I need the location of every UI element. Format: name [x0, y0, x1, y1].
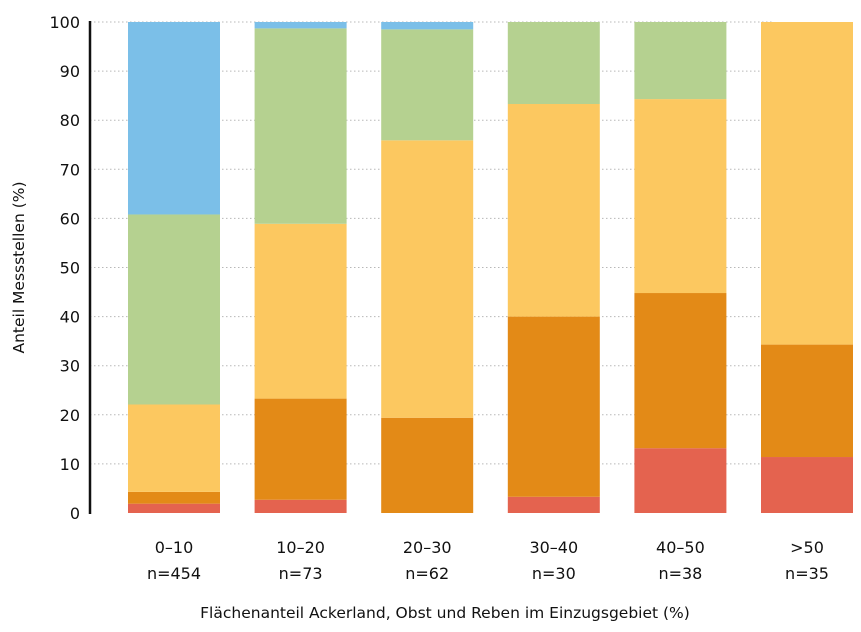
- x-tick-label: 30–40: [529, 538, 578, 557]
- bar-segment: [381, 22, 474, 30]
- bar-segment: [761, 457, 853, 513]
- bar-segment: [128, 22, 220, 215]
- bar-segment: [381, 140, 474, 418]
- y-tick-label: 20: [60, 406, 80, 425]
- bar-segment: [128, 214, 220, 405]
- x-tick-label: 40–50: [656, 538, 705, 557]
- y-tick-label: 90: [60, 62, 80, 81]
- bar-segment: [254, 499, 347, 513]
- bar-segment: [254, 28, 347, 224]
- x-tick-count-label: n=35: [785, 564, 829, 583]
- x-tick-count-label: n=454: [147, 564, 201, 583]
- bar-segment: [128, 404, 220, 492]
- y-tick-label: 0: [70, 504, 80, 523]
- bar-segment: [254, 22, 347, 29]
- bar-segment: [381, 29, 474, 141]
- x-tick-count-label: n=62: [405, 564, 449, 583]
- bar-segment: [507, 22, 600, 104]
- x-tick-count-label: n=38: [658, 564, 702, 583]
- y-tick-label: 50: [60, 259, 80, 278]
- x-tick-label: 0–10: [155, 538, 194, 557]
- y-tick-label: 40: [60, 308, 80, 327]
- bar-segment: [507, 103, 600, 317]
- y-tick-label: 100: [49, 13, 80, 32]
- y-axis-title: Anteil Messstellen (%): [10, 181, 28, 353]
- y-tick-label: 70: [60, 160, 80, 179]
- tick-labels: 0 10 20 30 40 50 60 70 80 90 100 0–10 n=454 10–20 n=73…: [49, 13, 829, 583]
- x-tick-count-label: n=30: [532, 564, 576, 583]
- y-tick-label: 80: [60, 111, 80, 130]
- bar-segment: [254, 398, 347, 500]
- y-tick-label: 60: [60, 209, 80, 228]
- bar-segment: [128, 503, 220, 513]
- bars: [128, 22, 853, 513]
- bar-segment: [634, 293, 727, 449]
- bar-segment: [761, 22, 853, 345]
- x-tick-label: 10–20: [276, 538, 325, 557]
- bar-segment: [634, 22, 727, 100]
- bar-segment: [634, 448, 727, 513]
- bar-segment: [507, 316, 600, 497]
- x-axis-title: Flächenanteil Ackerland, Obst und Reben …: [200, 604, 690, 622]
- bar-segment: [128, 491, 220, 504]
- x-tick-label: >50: [790, 538, 824, 557]
- bar-segment: [634, 99, 727, 294]
- bar-segment: [381, 417, 474, 513]
- bar-segment: [507, 496, 600, 513]
- bar-segment: [761, 344, 853, 458]
- y-tick-label: 30: [60, 357, 80, 376]
- y-tick-label: 10: [60, 455, 80, 474]
- x-tick-label: 20–30: [403, 538, 452, 557]
- x-tick-count-label: n=73: [279, 564, 323, 583]
- bar-segment: [254, 223, 347, 399]
